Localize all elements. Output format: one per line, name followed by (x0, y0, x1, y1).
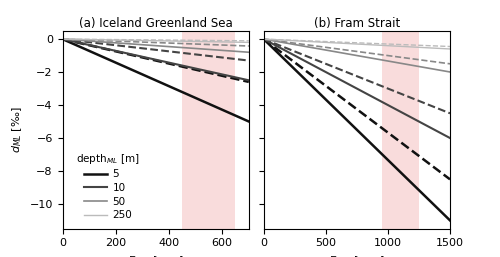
Bar (182, 31, 236, 229)
Y-axis label: $d_{ML}$ [‰]: $d_{ML}$ [‰] (10, 106, 24, 153)
Title: (a) Iceland Greenland Sea: (a) Iceland Greenland Sea (79, 17, 233, 30)
Title: (b) Fram Strait: (b) Fram Strait (314, 17, 400, 30)
X-axis label: E$_{acc}$ [mm]: E$_{acc}$ [mm] (128, 254, 184, 257)
Bar (382, 31, 419, 229)
X-axis label: E$_{acc}$ [mm]: E$_{acc}$ [mm] (329, 254, 384, 257)
Legend: 5, 10, 50, 250: 5, 10, 50, 250 (74, 149, 143, 224)
